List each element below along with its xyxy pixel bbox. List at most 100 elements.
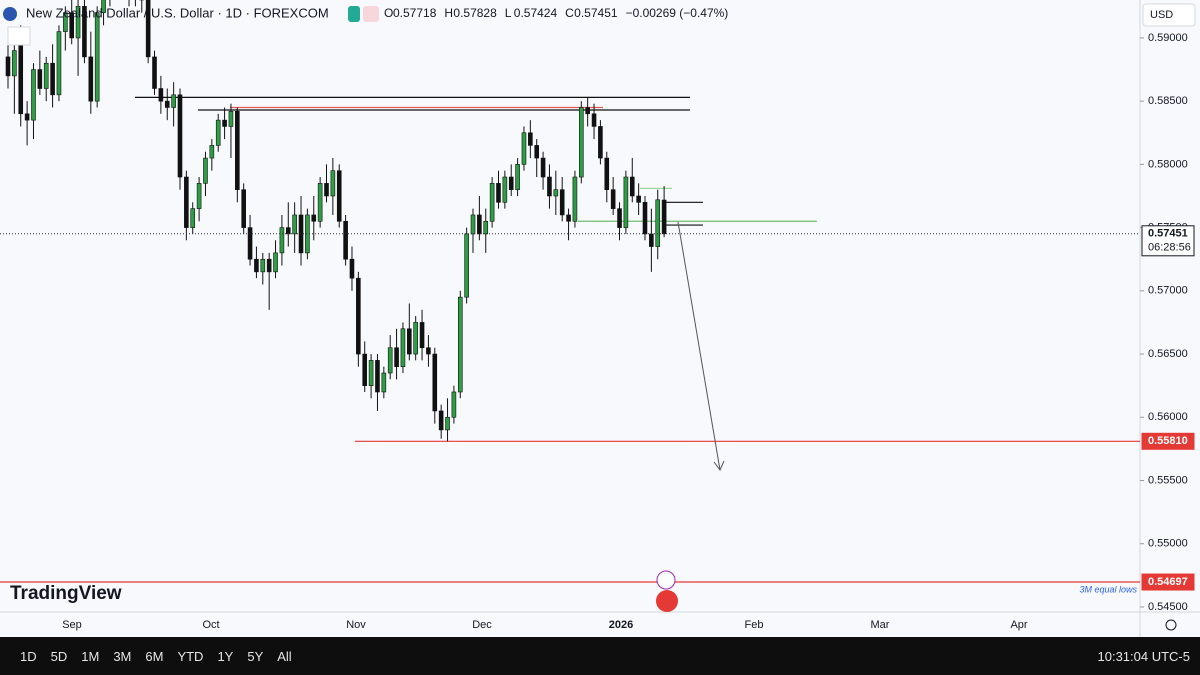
legend-key: H: [444, 6, 453, 20]
range-button[interactable]: 3M: [113, 648, 132, 664]
candle-body: [273, 252, 278, 273]
price-badge-label: 0.54697: [1148, 576, 1188, 588]
candle-body: [336, 170, 342, 222]
candle-body: [566, 214, 571, 222]
price-badge-label: 0.57451: [1148, 228, 1188, 240]
candle-body: [502, 176, 508, 203]
candle-body: [56, 31, 62, 96]
price-badge: [1141, 225, 1195, 257]
candle-body: [464, 233, 469, 298]
candle-body: [158, 88, 164, 102]
y-tick-label: 0.56500: [1148, 348, 1188, 360]
candle-body: [489, 183, 495, 222]
candle-body: [477, 214, 482, 235]
candle-body: [88, 56, 94, 102]
flag-icon: [3, 7, 17, 21]
candle-body: [305, 214, 310, 254]
candle-body: [432, 353, 438, 412]
candle-body: [343, 220, 348, 260]
candle-body: [604, 157, 610, 190]
candle-body: [515, 164, 520, 190]
y-tick-label: 0.58500: [1148, 95, 1188, 107]
x-tick-label: Oct: [202, 619, 219, 631]
y-tick-label: 0.57000: [1148, 285, 1188, 297]
candle-body: [31, 69, 36, 121]
candle-body: [12, 50, 17, 77]
candle-body: [356, 277, 361, 355]
status-icon: [348, 6, 360, 22]
candle-body: [43, 62, 49, 89]
countdown: 06:28:56: [1148, 242, 1191, 254]
clock: 10:31:04 UTC-5: [1097, 648, 1191, 664]
currency-button[interactable]: [1142, 3, 1196, 27]
arrow: [677, 221, 721, 471]
x-tick-label: Dec: [472, 619, 492, 631]
candle-body: [559, 189, 565, 216]
legend-value: 0.57424: [514, 6, 558, 20]
range-button[interactable]: 1D: [20, 648, 37, 664]
candle-body: [496, 183, 501, 203]
legend-key: O: [384, 6, 393, 20]
candle-body: [330, 170, 336, 197]
candle-body: [661, 199, 667, 235]
x-tick-label: Mar: [871, 619, 890, 631]
range-button[interactable]: 5D: [50, 648, 68, 664]
legend-key: C: [565, 6, 574, 20]
event-flag: [656, 590, 678, 612]
candle-body: [82, 6, 87, 58]
candle-body: [285, 227, 291, 235]
candle-body: [362, 353, 368, 386]
range-button[interactable]: 1M: [81, 648, 100, 664]
status-icon: [363, 6, 379, 22]
candle-body: [451, 391, 457, 418]
candle-body: [164, 100, 170, 108]
candle-body: [655, 199, 661, 247]
symbol-title: New Zealand Dollar / U.S. Dollar · 1D · …: [26, 5, 329, 20]
range-button[interactable]: 6M: [145, 648, 164, 664]
candle-body: [610, 189, 616, 209]
settings-icon[interactable]: [1165, 619, 1177, 631]
candle-body: [375, 360, 380, 393]
range-button[interactable]: 5Y: [247, 648, 264, 664]
candle-body: [572, 176, 578, 222]
ranges: 1D 5D 1M 3M 6M YTD 1Y 5Y All: [10, 649, 296, 664]
candle-body: [75, 6, 81, 39]
legend-key: L: [505, 6, 512, 20]
candle-body: [266, 258, 272, 273]
candle-body: [591, 113, 597, 127]
candle-body: [381, 372, 387, 393]
y-tick-label: 0.56000: [1148, 411, 1188, 423]
candle-body: [438, 410, 444, 431]
range-button[interactable]: All: [277, 648, 292, 664]
change: −0.00269 (−0.47%): [626, 6, 729, 20]
x-tick-label: 2026: [609, 619, 633, 631]
candle-body: [311, 214, 317, 222]
legend-value: 0.57451: [574, 6, 618, 20]
candle-body: [190, 208, 196, 228]
x-tick-label: Feb: [745, 619, 764, 631]
collapse-button[interactable]: [7, 26, 31, 46]
range-button[interactable]: 1Y: [217, 648, 234, 664]
candle-body: [636, 195, 641, 203]
y-tick-label: 0.58000: [1148, 158, 1188, 170]
candle-body: [508, 176, 514, 190]
candle-body: [642, 202, 648, 235]
candle-body: [394, 347, 399, 367]
arrow-head: [713, 460, 725, 471]
y-tick-label: 0.59000: [1148, 32, 1188, 44]
candle-body: [413, 322, 418, 355]
candle-body: [585, 107, 590, 115]
candle-body: [184, 176, 189, 228]
legend-value: 0.57828: [453, 6, 497, 20]
candle-body: [196, 183, 202, 209]
candle-body: [407, 328, 412, 355]
candle-body: [63, 12, 68, 32]
candle-body: [578, 107, 584, 178]
candle-body: [209, 145, 215, 159]
y-tick-label: 0.55500: [1148, 474, 1188, 486]
range-button[interactable]: YTD: [177, 648, 204, 664]
candle-body: [547, 176, 552, 197]
candle-body: [617, 208, 622, 228]
price-badge-label: 0.55810: [1148, 435, 1188, 447]
